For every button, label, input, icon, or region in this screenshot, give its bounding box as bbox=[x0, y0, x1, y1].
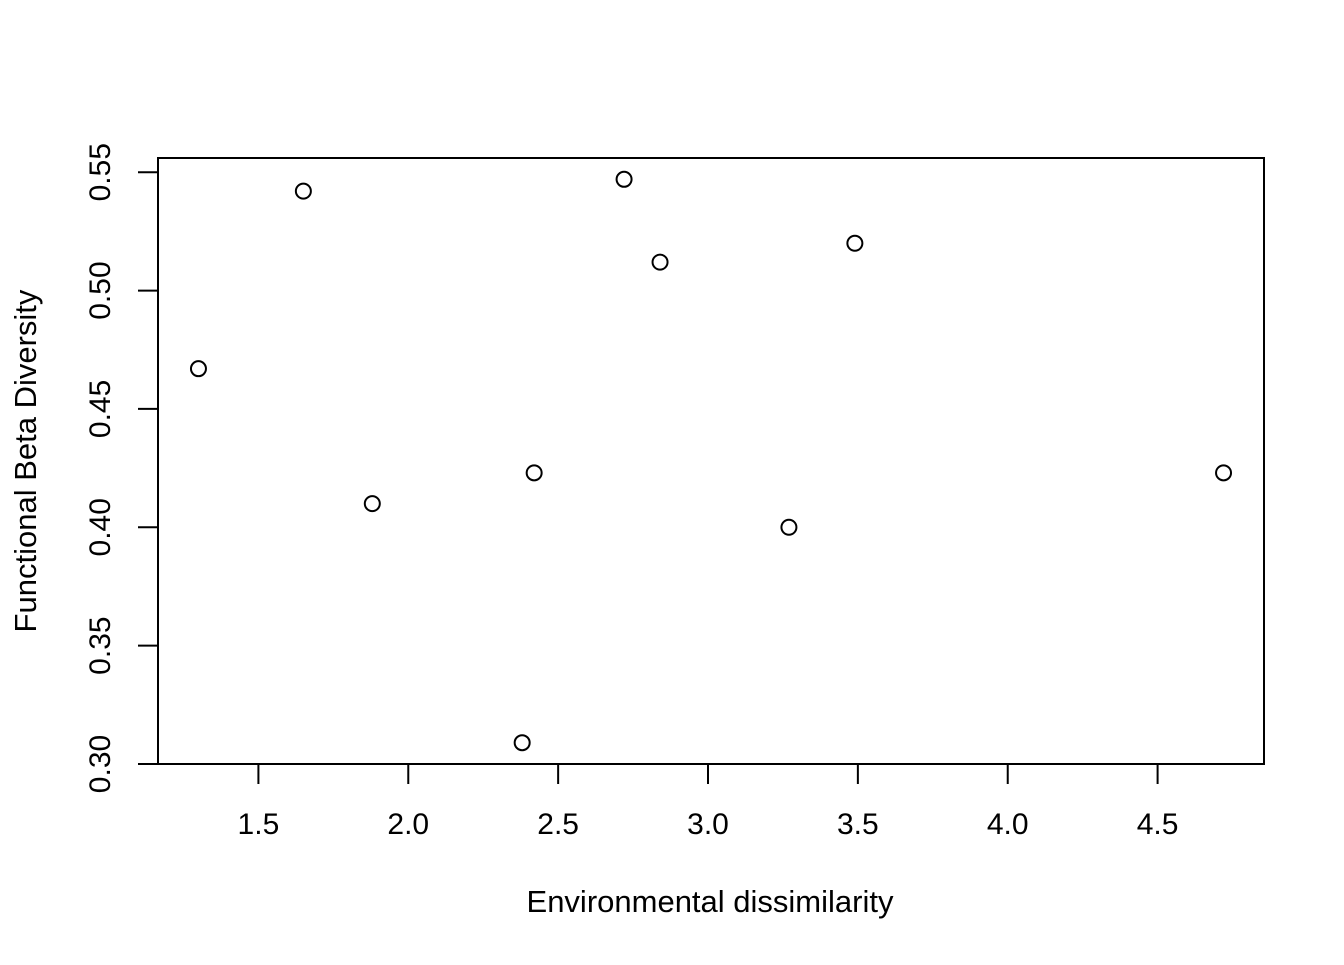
plot-frame bbox=[157, 157, 1265, 765]
x-tick-label: 1.5 bbox=[238, 808, 280, 841]
y-axis-label: Functional Beta Diversity bbox=[8, 289, 43, 632]
data-points bbox=[189, 170, 1233, 752]
data-point bbox=[846, 234, 864, 252]
data-point bbox=[525, 464, 543, 482]
data-point bbox=[615, 170, 633, 188]
y-tick-label: 0.30 bbox=[84, 735, 117, 793]
x-tick-label: 2.5 bbox=[537, 808, 579, 841]
data-point bbox=[294, 182, 312, 200]
data-point bbox=[363, 495, 381, 513]
y-tick-label: 0.50 bbox=[84, 261, 117, 319]
data-point bbox=[513, 734, 531, 752]
y-tick-label: 0.55 bbox=[84, 143, 117, 201]
x-tick-label: 4.0 bbox=[987, 808, 1029, 841]
y-tick-label: 0.45 bbox=[84, 380, 117, 438]
x-tick-label: 3.0 bbox=[687, 808, 729, 841]
x-tick-label: 3.5 bbox=[837, 808, 879, 841]
y-tick-label: 0.35 bbox=[84, 616, 117, 674]
x-tick-label: 2.0 bbox=[387, 808, 429, 841]
x-tick-label: 4.5 bbox=[1137, 808, 1179, 841]
x-axis-ticks: 1.5 2.0 2.5 3.0 3.5 4.0 4.5 bbox=[238, 764, 1179, 841]
y-axis-ticks: 0.30 0.35 0.40 0.45 0.50 0.55 bbox=[84, 143, 158, 793]
data-point bbox=[780, 518, 798, 536]
data-point bbox=[1215, 464, 1233, 482]
data-point bbox=[651, 253, 669, 271]
x-axis-label: Environmental dissimilarity bbox=[527, 884, 894, 919]
y-tick-label: 0.40 bbox=[84, 498, 117, 556]
data-point bbox=[189, 360, 207, 378]
